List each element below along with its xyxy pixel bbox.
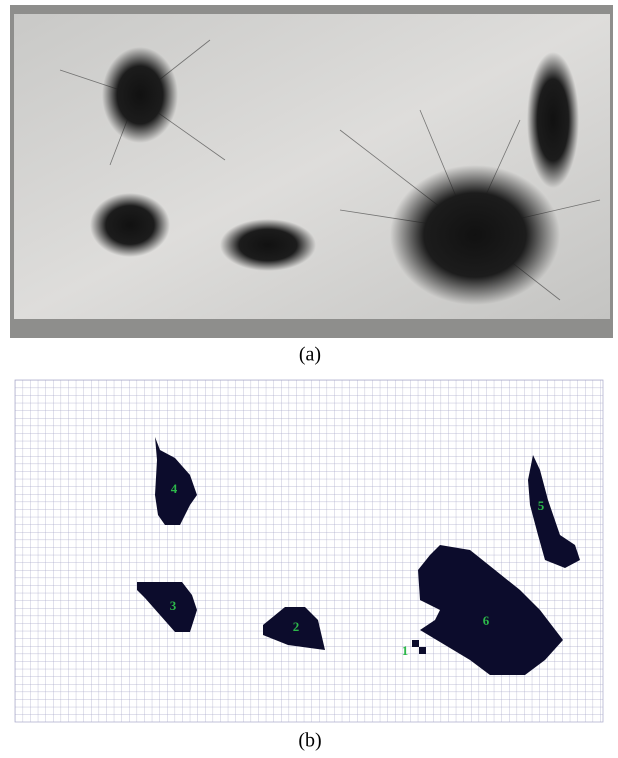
region-label: 5 (538, 498, 545, 513)
region-label: 2 (293, 619, 300, 634)
photo (10, 5, 613, 338)
caption: (b) (298, 730, 321, 752)
region-label: 1 (402, 643, 409, 658)
region-label: 6 (483, 613, 490, 628)
caption: (a) (299, 344, 321, 366)
grid-map (15, 380, 603, 722)
figure: (a) 1 2 3 4 5 6 (b) (0, 0, 618, 758)
region-label: 3 (170, 598, 177, 613)
region-label: 4 (171, 481, 178, 496)
